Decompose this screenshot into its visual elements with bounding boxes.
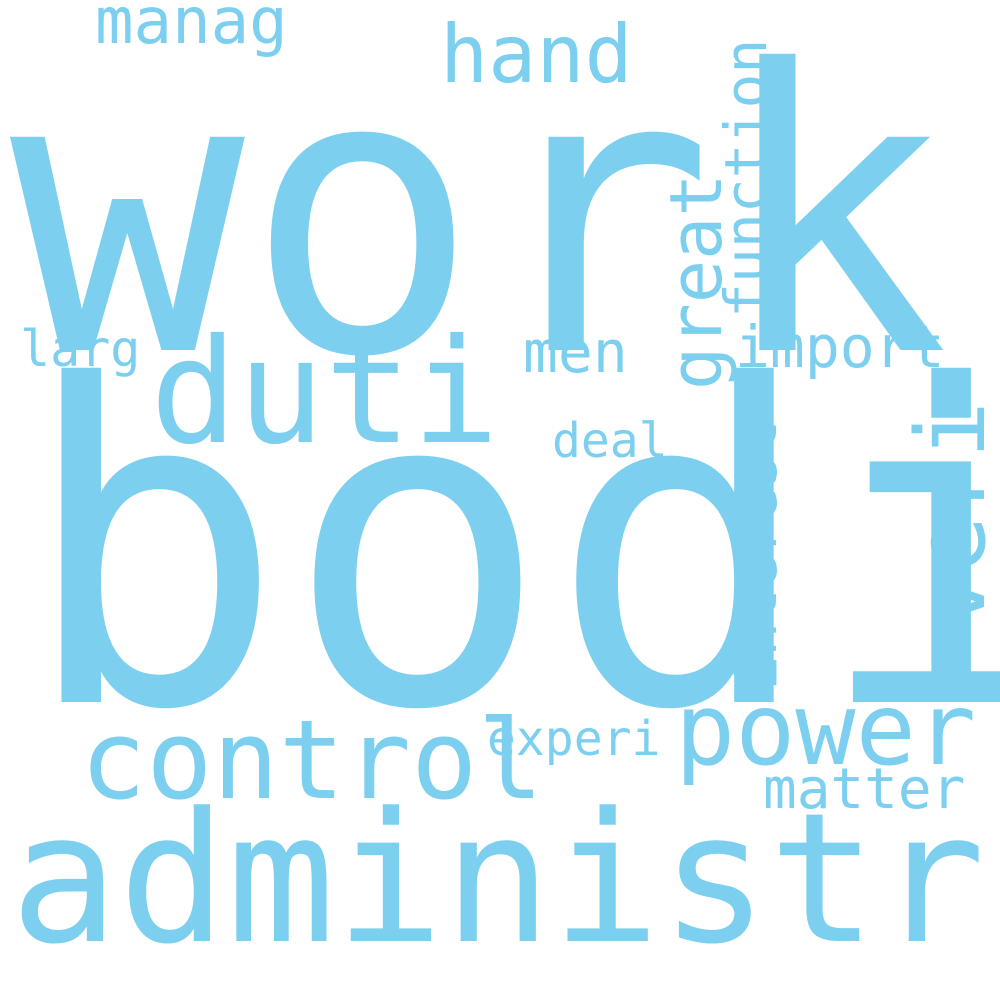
word-control: control [80, 696, 544, 824]
word-import: import [735, 313, 945, 381]
word-matter: matter [763, 757, 966, 822]
word-veri: veri [897, 401, 1000, 630]
word-deal: deal [552, 413, 668, 469]
word-interest: interest [725, 420, 790, 690]
word-function: function [712, 38, 780, 318]
word-power: power [675, 671, 977, 788]
word-experi: experi [487, 711, 661, 767]
word-work: work [10, 0, 950, 442]
word-duti: duti [150, 308, 500, 477]
word-larg: larg [20, 320, 141, 378]
word-hand: hand [440, 8, 633, 101]
word-administr: administr [10, 775, 986, 984]
word-manag: manag [95, 0, 288, 59]
word-bodi: bodi [20, 294, 1000, 806]
word-men: men [523, 318, 628, 386]
